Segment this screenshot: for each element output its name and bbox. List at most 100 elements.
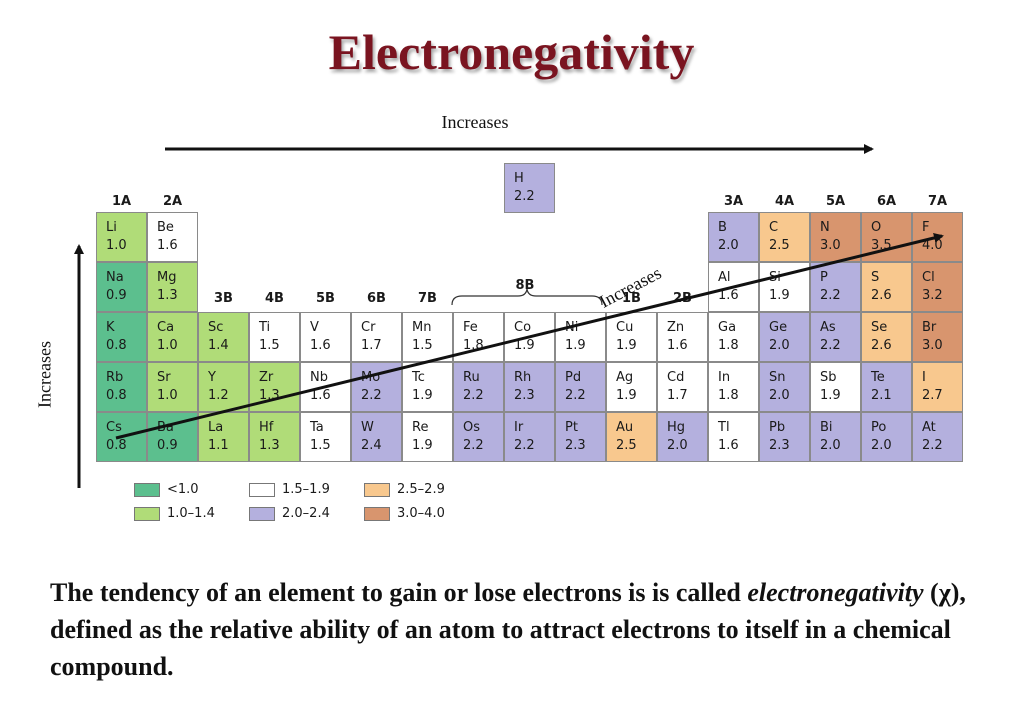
element-electronegativity: 2.2 — [820, 338, 841, 353]
element-cell-y: Y 1.2 — [198, 362, 249, 412]
group-8b-brace — [451, 288, 603, 306]
element-cell-hf: Hf 1.3 — [249, 412, 300, 462]
element-symbol: Br — [922, 320, 937, 335]
element-symbol: Mn — [412, 320, 432, 335]
element-cell-in: In 1.8 — [708, 362, 759, 412]
element-symbol: Li — [106, 220, 117, 235]
legend-swatch — [364, 483, 390, 497]
element-cell-pd: Pd 2.2 — [555, 362, 606, 412]
element-cell-pb: Pb 2.3 — [759, 412, 810, 462]
element-electronegativity: 2.5 — [616, 438, 637, 453]
element-symbol: Bi — [820, 420, 833, 435]
arrow-diagonal-icon — [115, 233, 944, 440]
legend-label: 1.5–1.9 — [282, 482, 330, 497]
element-symbol: Cd — [667, 370, 685, 385]
element-cell-k: K 0.8 — [96, 312, 147, 362]
element-symbol: Al — [718, 270, 731, 285]
element-electronegativity: 1.2 — [208, 388, 229, 403]
element-cell-sn: Sn 2.0 — [759, 362, 810, 412]
element-cell-os: Os 2.2 — [453, 412, 504, 462]
legend-swatch — [249, 483, 275, 497]
element-symbol: Te — [871, 370, 885, 385]
element-cell-rh: Rh 2.3 — [504, 362, 555, 412]
element-electronegativity: 1.8 — [718, 338, 739, 353]
element-symbol: In — [718, 370, 731, 385]
element-symbol: F — [922, 220, 930, 235]
legend-swatch — [249, 507, 275, 521]
legend-swatch — [134, 483, 160, 497]
legend-swatch — [134, 507, 160, 521]
group-label-8b: 8B — [515, 278, 535, 293]
element-electronegativity: 0.8 — [106, 438, 127, 453]
element-symbol: Pb — [769, 420, 786, 435]
element-symbol: Re — [412, 420, 429, 435]
element-symbol: Ag — [616, 370, 634, 385]
element-electronegativity: 1.4 — [208, 338, 229, 353]
element-electronegativity: 1.3 — [259, 438, 280, 453]
element-electronegativity: 2.2 — [922, 438, 943, 453]
slide-title: Electronegativity — [328, 24, 695, 80]
group-label-7a: 7A — [927, 194, 948, 209]
element-cell-mg: Mg 1.3 — [147, 262, 198, 312]
element-cell-p: P 2.2 — [810, 262, 861, 312]
element-electronegativity: 2.7 — [922, 388, 943, 403]
element-cell-po: Po 2.0 — [861, 412, 912, 462]
element-electronegativity: 1.8 — [718, 388, 739, 403]
element-electronegativity: 2.0 — [769, 338, 790, 353]
element-symbol: Au — [616, 420, 634, 435]
element-electronegativity: 1.0 — [157, 338, 178, 353]
element-cell-v: V 1.6 — [300, 312, 351, 362]
element-symbol: Hg — [667, 420, 686, 435]
element-electronegativity: 3.0 — [922, 338, 943, 353]
element-electronegativity: 3.0 — [820, 238, 841, 253]
element-electronegativity: 2.0 — [667, 438, 688, 453]
group-label-6a: 6A — [876, 194, 897, 209]
element-cell-sb: Sb 1.9 — [810, 362, 861, 412]
element-electronegativity: 0.9 — [157, 438, 178, 453]
element-symbol: Mg — [157, 270, 177, 285]
element-symbol: Tc — [412, 370, 425, 385]
element-electronegativity: 1.6 — [310, 388, 331, 403]
element-symbol: Y — [208, 370, 216, 385]
element-symbol: Rh — [514, 370, 532, 385]
element-electronegativity: 1.0 — [157, 388, 178, 403]
element-electronegativity: 0.8 — [106, 388, 127, 403]
element-cell-cd: Cd 1.7 — [657, 362, 708, 412]
element-electronegativity: 2.6 — [871, 288, 892, 303]
element-cell-cl: Cl 3.2 — [912, 262, 963, 312]
element-electronegativity: 2.2 — [361, 388, 382, 403]
element-electronegativity: 1.9 — [412, 438, 433, 453]
element-symbol: Tl — [718, 420, 730, 435]
element-cell-te: Te 2.1 — [861, 362, 912, 412]
element-cell-mn: Mn 1.5 — [402, 312, 453, 362]
element-symbol: H — [514, 171, 524, 186]
element-symbol: Ta — [310, 420, 324, 435]
element-symbol: At — [922, 420, 936, 435]
element-electronegativity: 2.2 — [514, 438, 535, 453]
element-symbol: Cl — [922, 270, 935, 285]
element-electronegativity: 2.1 — [871, 388, 892, 403]
element-electronegativity: 1.0 — [106, 238, 127, 253]
element-electronegativity: 2.2 — [514, 189, 535, 204]
element-electronegativity: 2.3 — [565, 438, 586, 453]
element-symbol: Rb — [106, 370, 124, 385]
element-cell-zr: Zr 1.3 — [249, 362, 300, 412]
element-symbol: S — [871, 270, 880, 285]
element-symbol: Ca — [157, 320, 175, 335]
element-electronegativity: 1.7 — [667, 388, 688, 403]
element-electronegativity: 2.0 — [718, 238, 739, 253]
element-symbol: Ga — [718, 320, 737, 335]
element-cell-li: Li 1.0 — [96, 212, 147, 262]
group-label-4b: 4B — [265, 291, 284, 306]
group-label-1a: 1A — [111, 194, 132, 209]
group-label-2a: 2A — [162, 194, 183, 209]
element-symbol: V — [310, 320, 319, 335]
element-electronegativity: 1.6 — [718, 288, 739, 303]
element-electronegativity: 2.2 — [565, 388, 586, 403]
element-symbol: Ru — [463, 370, 480, 385]
element-electronegativity: 1.9 — [616, 338, 637, 353]
element-symbol: K — [106, 320, 115, 335]
element-cell-ga: Ga 1.8 — [708, 312, 759, 362]
element-cell-ge: Ge 2.0 — [759, 312, 810, 362]
element-cell-ti: Ti 1.5 — [249, 312, 300, 362]
